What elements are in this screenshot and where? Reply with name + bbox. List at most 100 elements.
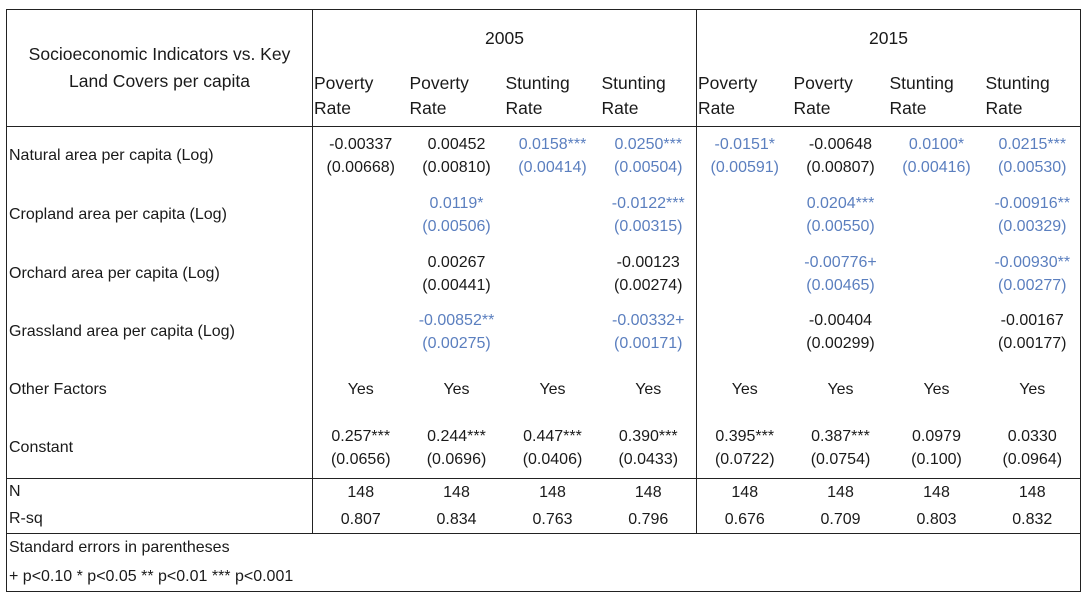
coefficient-cell: 0.00267 (0.00441) (409, 245, 505, 303)
note-row: Standard errors in parentheses (6, 533, 1081, 563)
other-factors-cell: Yes (635, 381, 662, 398)
n-cell: 148 (634, 483, 662, 501)
constant-cell: 0.0330 (0.0964) (984, 418, 1081, 479)
constant-row: Constant 0.257*** (0.0656) 0.244*** (0.0696)… (6, 418, 1081, 479)
coefficient-value: -0.0122*** (611, 195, 685, 212)
regression-table-container: Socioeconomic Indicators vs. Key Land Co… (6, 9, 1081, 592)
standard-error: (0.00277) (998, 276, 1067, 294)
coefficient-value: 0.00267 (427, 253, 486, 271)
standard-error: (0.00591) (710, 159, 780, 177)
standard-error: (0.00530) (998, 159, 1067, 177)
constant-cell: 0.395*** (0.0722) (696, 418, 793, 479)
coefficient-value: 0.0330 (1007, 428, 1057, 446)
coefficient-value: -0.00852** (418, 311, 495, 329)
coefficient-cell (505, 245, 601, 303)
other-factors-row: Other Factors Yes Yes Yes Yes Yes Yes Yes Yes (6, 360, 1081, 419)
n-cell: 148 (923, 483, 950, 501)
coefficient-cell: -0.00916** (0.00329) (984, 185, 1081, 245)
coefficient-cell: -0.0122*** (0.00315) (601, 186, 697, 245)
coefficient-cell (313, 186, 409, 245)
standard-error: (0.00177) (998, 334, 1067, 352)
standard-error: (0.00506) (422, 218, 491, 235)
column-header: Stunting Rate (601, 73, 666, 119)
n-cell: 148 (347, 483, 375, 501)
coefficient-cell: 0.0119* (0.00506) (409, 186, 505, 245)
row-label: Grassland area per capita (Log) (6, 302, 313, 361)
coefficient-cell (889, 245, 985, 303)
standard-error: (0.0656) (330, 451, 391, 469)
rsq-cell: 0.834 (408, 505, 505, 534)
coefficient-value: 0.387*** (811, 428, 870, 446)
constant-cell: 0.244*** (0.0696) (408, 418, 505, 479)
coefficient-cell: 0.0204*** (0.00550) (793, 186, 889, 245)
standard-error: (0.00315) (614, 218, 683, 235)
year-header: 2015 (696, 9, 1081, 67)
coefficient-value: 0.447*** (523, 428, 582, 446)
column-header: Poverty Rate (409, 73, 469, 119)
rsq-cell: 0.709 (792, 505, 889, 534)
column-header: Stunting Rate (984, 66, 1081, 127)
coefficient-cell: -0.00648 (0.00807) (792, 126, 889, 186)
coefficient-cell: 0.0158*** (0.00414) (504, 126, 601, 186)
standard-error: (0.00329) (998, 218, 1067, 235)
column-header: Poverty Rate (314, 73, 374, 119)
coefficient-value: 0.395*** (715, 428, 775, 446)
coefficient-value: 0.257*** (331, 428, 391, 446)
standard-error: (0.00465) (806, 276, 875, 294)
coefficient-value: -0.0151* (714, 136, 776, 154)
coefficient-cell: -0.00776+ (0.00465) (793, 245, 889, 303)
n-row: N 148 148 148 148 148 148 148 148 (6, 478, 1081, 506)
table-note: + p<0.10 * p<0.05 ** p<0.01 *** p<0.001 (6, 562, 1081, 592)
constant-cell: 0.0979 (0.100) (888, 418, 985, 479)
rsq-row: R-sq 0.807 0.834 0.763 0.796 0.676 0.709 0.803 0… (6, 505, 1081, 534)
coefficient-cell: 0.00452 (0.00810) (408, 126, 505, 186)
row-label: Cropland area per capita (Log) (6, 185, 313, 245)
standard-error: (0.00416) (902, 159, 971, 177)
row-label: R-sq (6, 505, 313, 534)
column-header: Stunting Rate (889, 73, 954, 119)
standard-error: (0.00504) (614, 159, 683, 177)
rsq-cell: 0.676 (696, 505, 793, 534)
rsq-cell: 0.763 (504, 505, 601, 534)
coefficient-cell (313, 303, 409, 361)
coefficient-value: -0.00930** (994, 253, 1071, 271)
standard-error: (0.00171) (614, 334, 683, 352)
header-row-years: Socioeconomic Indicators vs. Key Land Co… (6, 9, 1081, 127)
regression-table: Socioeconomic Indicators vs. Key Land Co… (6, 9, 1081, 592)
standard-error: (0.00414) (518, 159, 587, 177)
standard-error: (0.0964) (1002, 451, 1063, 469)
standard-error: (0.0754) (810, 451, 871, 469)
coefficient-value: -0.00648 (808, 136, 873, 154)
standard-error: (0.00275) (422, 334, 491, 352)
coefficient-value: 0.0204*** (806, 195, 875, 212)
coefficient-value: 0.00452 (427, 136, 486, 154)
coefficient-cell (505, 186, 601, 245)
coefficient-cell: 0.0100* (0.00416) (888, 126, 985, 186)
note-row: + p<0.10 * p<0.05 ** p<0.01 *** p<0.001 (6, 562, 1081, 592)
n-cell: 148 (539, 483, 566, 501)
table-row: Cropland area per capita (Log) 0.0119* (0.… (6, 185, 1081, 245)
coefficient-value: -0.00332+ (611, 311, 685, 329)
coefficient-cell (313, 245, 409, 303)
table-corner-title: Socioeconomic Indicators vs. Key Land Co… (6, 9, 313, 127)
n-cell: 148 (443, 483, 470, 501)
coefficient-cell: -0.00404 (0.00299) (793, 303, 889, 361)
table-row: Grassland area per capita (Log) -0.00852*… (6, 302, 1081, 361)
constant-cell: 0.387*** (0.0754) (792, 418, 889, 479)
coefficient-value: 0.0100* (908, 136, 965, 154)
coefficient-cell: -0.00852** (0.00275) (409, 303, 505, 361)
other-factors-cell: Yes (827, 381, 854, 398)
n-cell: 148 (827, 483, 854, 501)
rsq-cell: 0.832 (984, 505, 1081, 534)
coefficient-value: -0.00916** (994, 195, 1071, 212)
rsq-cell: 0.807 (312, 505, 409, 534)
row-label: N (6, 478, 313, 506)
coefficient-cell: -0.00930** (0.00277) (984, 244, 1081, 303)
coefficient-value: 0.0979 (912, 428, 961, 446)
coefficient-cell (696, 302, 793, 361)
coefficient-cell (696, 244, 793, 303)
row-label: Orchard area per capita (Log) (6, 244, 313, 303)
constant-cell: 0.257*** (0.0656) (312, 418, 409, 479)
coefficient-value: 0.0158*** (518, 136, 587, 154)
other-factors-cell: Yes (923, 381, 950, 398)
